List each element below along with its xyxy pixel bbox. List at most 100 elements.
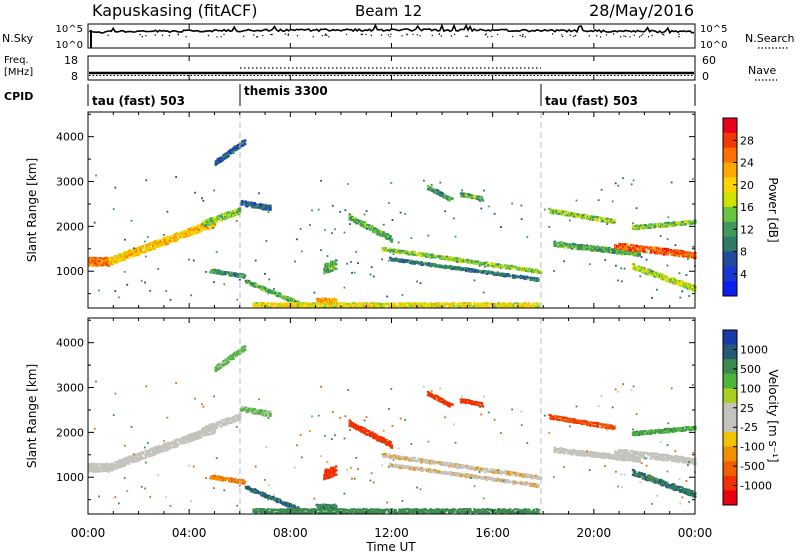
- power-scatter-cell: [581, 244, 583, 246]
- velocity-echo-cell: [243, 483, 246, 485]
- power-scatter-cell: [586, 244, 588, 246]
- power-scatter-cell: [388, 202, 390, 204]
- power-scatter-cell: [346, 263, 348, 265]
- power-scatter-cell: [436, 193, 438, 195]
- power-scatter-cell: [521, 205, 523, 207]
- velocity-echo-cell: [465, 402, 468, 404]
- power-scatter-cell: [347, 183, 349, 185]
- power-echo-cell: [391, 241, 394, 243]
- power-scatter-cell: [344, 232, 346, 234]
- nsearch-label: N.Search: [745, 32, 795, 45]
- nsky-label: N.Sky: [2, 32, 34, 45]
- power-scatter-cell: [124, 271, 126, 273]
- power-scatter-cell: [488, 206, 490, 208]
- power-scatter-cell: [428, 235, 430, 237]
- power-scatter-cell: [113, 208, 115, 210]
- power-scatter-cell: [141, 280, 143, 282]
- cpid-label: CPID: [4, 90, 33, 103]
- power-scatter-cell: [266, 240, 268, 242]
- power-echo-cell: [272, 305, 275, 307]
- velocity-echo-cell: [200, 436, 203, 438]
- power-scatter-cell: [133, 247, 135, 249]
- power-scatter-cell: [371, 266, 373, 268]
- power-scatter-cell: [167, 211, 169, 213]
- power-echo-cell: [494, 303, 497, 305]
- power-y-axis-label: Slant Range [km]: [25, 158, 39, 262]
- power-echo-cell: [244, 143, 247, 145]
- power-echo-cell: [239, 210, 242, 212]
- freq-tick-top: 18: [64, 54, 78, 67]
- velocity-echo-cell: [255, 508, 258, 510]
- power-echo-cell: [454, 303, 457, 305]
- power-scatter-cell: [692, 178, 694, 180]
- power-scatter-cell: [498, 263, 500, 265]
- power-scatter-cell: [126, 284, 128, 286]
- power-echo-cell: [376, 228, 379, 230]
- power-scatter-cell: [175, 176, 177, 178]
- power-echo-cell: [613, 221, 616, 223]
- power-scatter-cell: [474, 279, 476, 281]
- power-echo-cell: [232, 152, 235, 154]
- power-echo-cell: [446, 256, 449, 258]
- date-title: 28/May/2016: [589, 1, 694, 20]
- power-scatter-cell: [461, 268, 463, 270]
- power-scatter-cell: [444, 210, 446, 212]
- power-scatter-cell: [687, 258, 689, 260]
- power-echo-cell: [509, 275, 512, 277]
- power-scatter-cell: [633, 180, 635, 182]
- freq-label-bottom: [MHz]: [4, 67, 33, 78]
- power-echo-cell: [527, 270, 530, 272]
- velocity-echo-cell: [267, 508, 270, 510]
- power-scatter-cell: [461, 190, 463, 192]
- nsky-tick-bottom-right: 10^0: [700, 40, 727, 51]
- nsky-tick-top-right: 10^5: [700, 24, 727, 35]
- power-echo-cell: [642, 248, 645, 250]
- power-scatter-cell: [268, 278, 270, 280]
- power-scatter-cell: [411, 237, 413, 239]
- power-echo-cell: [294, 300, 297, 302]
- power-scatter-cell: [606, 223, 608, 225]
- power-scatter-cell: [671, 182, 673, 184]
- power-scatter-cell: [548, 226, 550, 228]
- power-echo-cell: [394, 303, 397, 305]
- velocity-echo-cell: [244, 345, 247, 347]
- power-scatter-cell: [296, 238, 298, 240]
- power-scatter-cell: [311, 210, 313, 212]
- power-echo-cell: [650, 251, 653, 253]
- power-scatter-cell: [675, 244, 677, 246]
- power-scatter-cell: [632, 223, 634, 225]
- power-scatter-cell: [500, 226, 502, 228]
- power-scatter-cell: [480, 208, 482, 210]
- power-echo-cell: [175, 235, 178, 237]
- power-scatter-cell: [114, 290, 116, 292]
- velocity-echo-cell: [509, 508, 512, 510]
- velocity-echo-cell: [451, 403, 454, 405]
- power-scatter-cell: [118, 297, 120, 299]
- power-echo-cell: [597, 220, 600, 222]
- power-scatter-cell: [604, 259, 606, 261]
- power-scatter-cell: [431, 184, 433, 186]
- power-scatter-cell: [236, 220, 238, 222]
- power-scatter-cell: [318, 209, 320, 211]
- power-scatter-cell: [203, 200, 205, 202]
- power-scatter-cell: [386, 296, 388, 298]
- power-scatter-cell: [382, 235, 384, 237]
- power-scatter-cell: [339, 211, 341, 213]
- power-scatter-cell: [188, 259, 190, 261]
- power-scatter-cell: [366, 210, 368, 212]
- power-scatter-cell: [667, 265, 669, 267]
- nave-label: Nave: [748, 64, 776, 77]
- power-scatter-cell: [387, 234, 389, 236]
- power-scatter-cell: [483, 292, 485, 294]
- velocity-echo-cell: [384, 453, 387, 455]
- nave-tick-top: 60: [702, 54, 716, 67]
- power-echo-cell: [477, 261, 480, 263]
- power-echo-cell: [335, 259, 338, 261]
- power-scatter-cell: [194, 192, 196, 194]
- nsky-tick-top-left: 10^5: [56, 24, 83, 35]
- velocity-echo-cell: [227, 361, 230, 363]
- power-echo-cell: [634, 265, 637, 267]
- power-scatter-cell: [456, 261, 458, 263]
